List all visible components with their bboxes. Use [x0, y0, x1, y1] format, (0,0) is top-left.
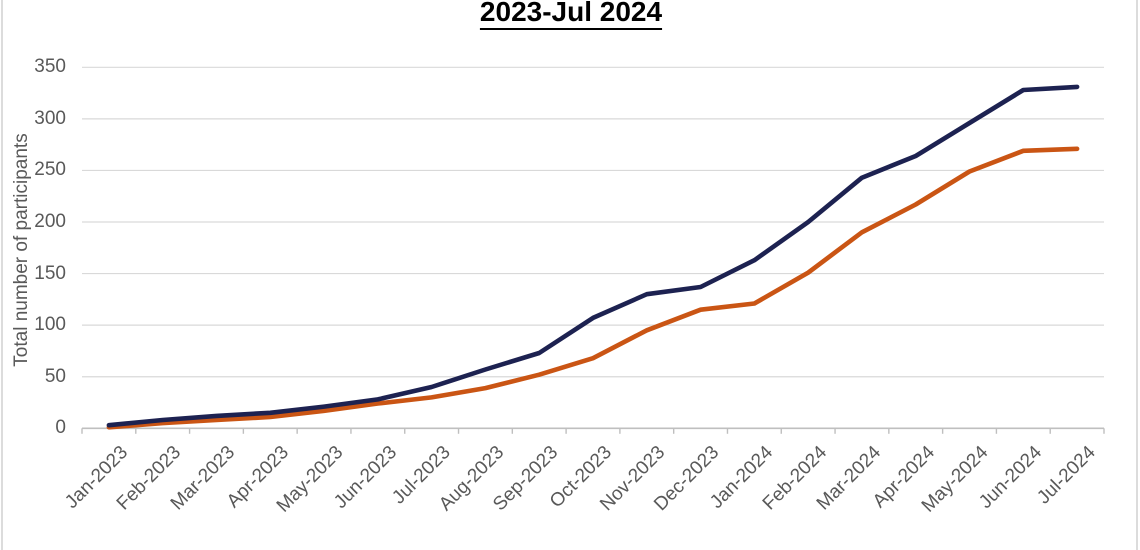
navy-line [106, 84, 1080, 428]
panel-border-right [1136, 0, 1138, 550]
y-axis-tick-label: 200 [34, 211, 66, 232]
y-axis-tick-label: 150 [34, 262, 66, 284]
y-axis-tick-label: 100 [34, 314, 66, 336]
y-axis-tick-label: 250 [34, 159, 66, 181]
y-axis-tick-label: 350 [34, 56, 66, 78]
y-axis-tick-label: 50 [44, 365, 66, 387]
y-axis-tick-label: 300 [34, 107, 66, 129]
orange-line [106, 146, 1080, 430]
y-axis-tick-label: 0 [55, 417, 66, 439]
chart-title: 2023-Jul 2024 [479, 0, 663, 27]
panel-border-left [1, 0, 3, 550]
